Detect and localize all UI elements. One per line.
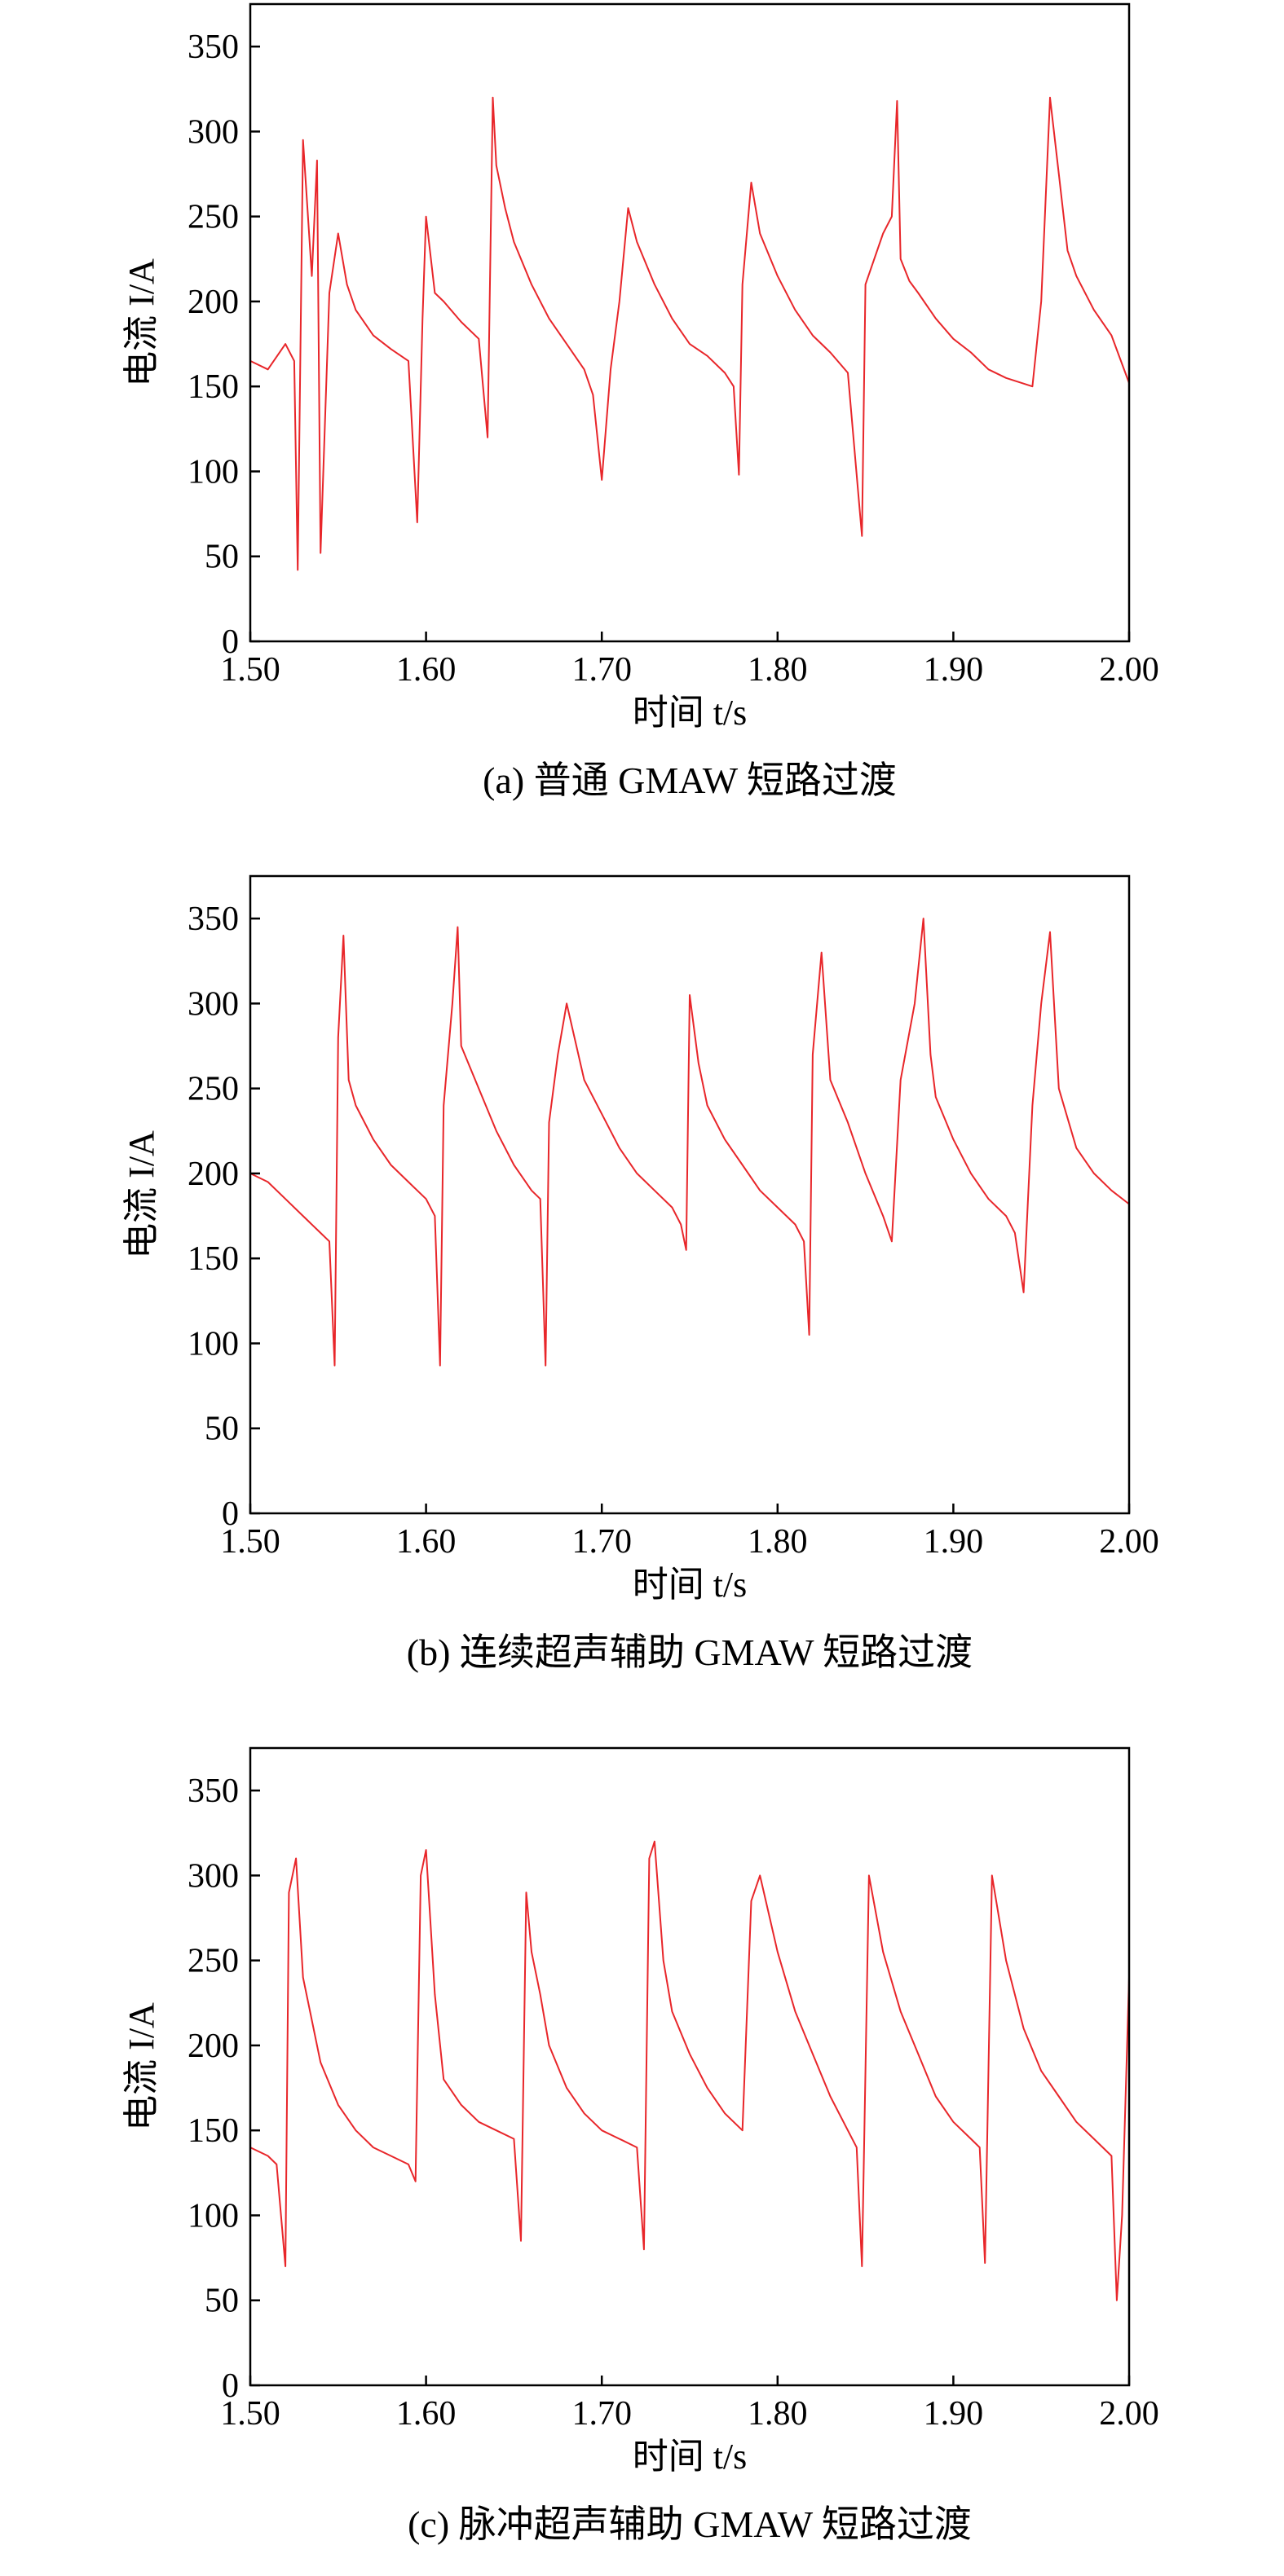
y-tick-label: 200: [188, 1156, 239, 1193]
x-axis-title: 时间 t/s: [633, 693, 748, 733]
x-tick-label: 1.60: [396, 1523, 457, 1561]
y-tick-label: 250: [188, 1943, 239, 1980]
x-tick-label: 2.00: [1099, 2395, 1159, 2433]
y-axis-title: 电流 I/A: [121, 1130, 161, 1259]
panel-caption-a: (a) 普通 GMAW 短路过渡: [483, 760, 897, 801]
current-trace-a: [249, 96, 1130, 571]
x-tick-label: 1.60: [396, 651, 457, 689]
y-tick-label: 250: [188, 1071, 239, 1108]
y-tick-label: 350: [188, 1772, 239, 1810]
x-tick-label: 1.70: [571, 2395, 632, 2433]
x-tick-label: 1.90: [924, 2395, 984, 2433]
y-tick-label: 300: [188, 113, 239, 151]
x-tick-label: 1.80: [748, 1523, 808, 1561]
x-tick-label: 1.90: [924, 651, 984, 689]
y-tick-label: 50: [205, 2283, 239, 2320]
panel-caption-b: (b) 连续超声辅助 GMAW 短路过渡: [407, 1631, 973, 1673]
x-tick-label: 1.50: [220, 2395, 280, 2433]
y-tick-label: 300: [188, 1857, 239, 1895]
y-tick-label: 250: [188, 199, 239, 236]
y-tick-label: 50: [205, 1411, 239, 1448]
x-tick-label: 1.60: [396, 2395, 457, 2433]
y-tick-label: 150: [188, 2112, 239, 2150]
panel-caption-c: (c) 脉冲超声辅助 GMAW 短路过渡: [408, 2503, 972, 2545]
y-tick-label: 0: [222, 2367, 239, 2405]
chart-panel-b: 1.50 1.60 1.70 1.80 1.90 2.00 0 50 100 150 200 250 3…: [121, 874, 1159, 1673]
y-tick-label: 100: [188, 453, 239, 491]
x-axis-title: 时间 t/s: [633, 1565, 748, 1605]
chart-panel-c: 1.50 1.60 1.70 1.80 1.90 2.00 0 50 100 150 200 250 3…: [121, 1746, 1159, 2545]
y-tick-label: 350: [188, 900, 239, 938]
x-tick-label: 1.80: [748, 651, 808, 689]
y-tick-label: 350: [188, 29, 239, 66]
x-tick-label: 1.70: [571, 651, 632, 689]
x-axis-title: 时间 t/s: [633, 2437, 748, 2477]
y-tick-label: 100: [188, 1325, 239, 1363]
y-tick-label: 0: [222, 1495, 239, 1533]
x-tick-label: 1.50: [220, 651, 280, 689]
plot-frame: [249, 2, 1131, 643]
y-tick-label: 150: [188, 1240, 239, 1278]
y-tick-label: 50: [205, 539, 239, 576]
y-tick-label: 0: [222, 623, 239, 661]
y-tick-label: 100: [188, 2197, 239, 2235]
y-tick-label: 200: [188, 2028, 239, 2065]
plot-frame: [249, 874, 1131, 1515]
y-tick-label: 300: [188, 985, 239, 1023]
current-trace-b: [249, 918, 1130, 1367]
x-tick-label: 2.00: [1099, 651, 1159, 689]
chart-panel-a: 1.50 1.60 1.70 1.80 1.90 2.00 0 50 100 150 200 250 3…: [121, 2, 1159, 801]
current-trace-c: [249, 1840, 1130, 2301]
y-axis-title: 电流 I/A: [121, 2002, 161, 2131]
plot-frame: [249, 1746, 1131, 2387]
x-tick-label: 1.80: [748, 2395, 808, 2433]
y-axis-title: 电流 I/A: [121, 258, 161, 387]
x-tick-label: 1.90: [924, 1523, 984, 1561]
y-tick-label: 150: [188, 368, 239, 406]
x-tick-label: 2.00: [1099, 1523, 1159, 1561]
x-tick-label: 1.70: [571, 1523, 632, 1561]
y-tick-label: 200: [188, 284, 239, 321]
x-tick-label: 1.50: [220, 1523, 280, 1561]
